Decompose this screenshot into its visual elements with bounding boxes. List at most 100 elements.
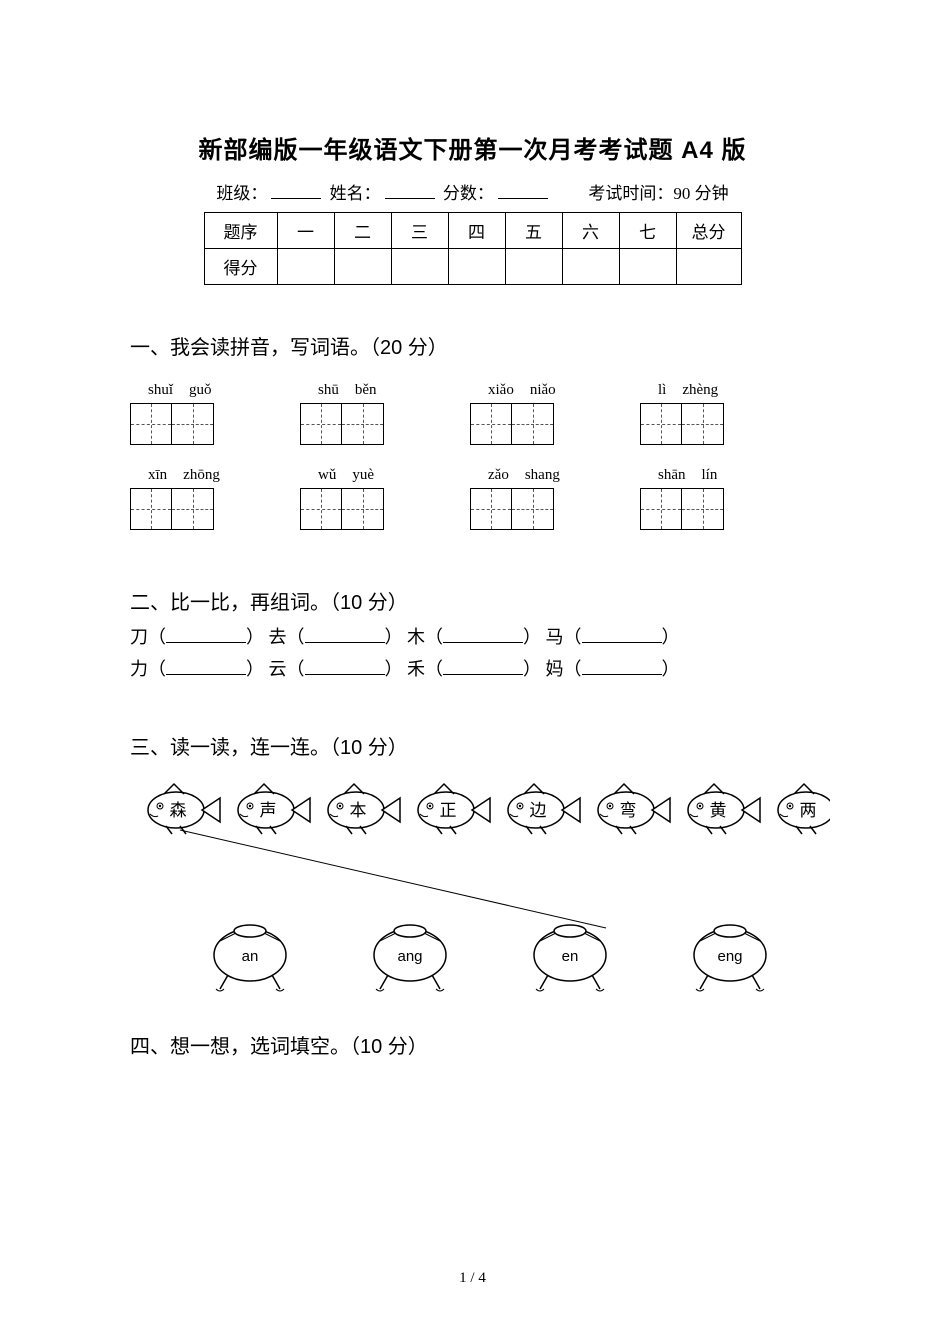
td[interactable] [334,249,391,285]
th: 二 [334,213,391,249]
score-table: 题序 一 二 三 四 五 六 七 总分 得分 [204,212,742,285]
exam-page: 新部编版一年级语文下册第一次月考考试题 A4 版 班级： 姓名： 分数： 考试时… [0,0,945,1337]
match-line [180,830,606,928]
label-time: 考试时间：90 分钟 [588,184,728,203]
tianzige-box[interactable] [342,403,384,445]
tianzige-box[interactable] [172,488,214,530]
section4-title: 四、想一想，选词填空。（10 分） [130,1030,815,1059]
char-prompt: 力（ [130,659,166,679]
pinyin-syllable: zǎo [488,467,509,484]
th: 一 [277,213,334,249]
char-prompt: 木（ [407,627,443,647]
pinyin-syllable: xīn [148,467,167,484]
word-blank[interactable] [582,626,662,643]
pinyin-syllable: zhōng [183,467,220,484]
meta-line: 班级： 姓名： 分数： 考试时间：90 分钟 [130,179,815,204]
tianzige-box[interactable] [342,488,384,530]
section1-title: 一、我会读拼音，写词语。（20 分） [130,331,815,360]
table-row: 得分 [204,249,741,285]
word-blank[interactable] [582,658,662,675]
fish-icon: 正 [418,784,490,834]
char-prompt: 禾（ [407,659,443,679]
th-label: 题序 [204,213,277,249]
fish-icon: 森 [148,784,220,834]
fish-icon: 本 [328,784,400,834]
svg-text:弯: 弯 [620,801,637,820]
tianzige-box[interactable] [470,488,512,530]
tianzige-box[interactable] [640,403,682,445]
section3-title: 三、读一读，连一连。（10 分） [130,731,815,760]
th: 六 [562,213,619,249]
label-class: 班级： [216,184,267,203]
th: 五 [505,213,562,249]
tianzige-box[interactable] [300,403,342,445]
section3-body: 森 声 本 正 边 弯 黄 两 an ang en eng [130,780,815,1000]
pot-icon: an [214,925,286,991]
pinyin-syllable: lì [658,382,666,399]
tianzige-box[interactable] [640,488,682,530]
tianzige-box[interactable] [682,488,724,530]
pinyin-syllable: shū [318,382,339,399]
tianzige-box[interactable] [130,488,172,530]
section3-svg: 森 声 本 正 边 弯 黄 两 an ang en eng [130,780,830,1000]
char-prompt: 马（ [546,627,582,647]
char-prompt: 妈（ [546,659,582,679]
char-prompt: 云（ [269,659,305,679]
tianzige-box[interactable] [682,403,724,445]
td[interactable] [448,249,505,285]
td[interactable] [505,249,562,285]
tianzige-box[interactable] [512,488,554,530]
svg-text:黄: 黄 [710,801,727,820]
word-blank[interactable] [166,626,246,643]
section1-body: shuǐguǒshūběnxiǎoniǎolìzhèngxīnzhōngwǔyu… [130,382,815,530]
th: 总分 [676,213,741,249]
table-row: 题序 一 二 三 四 五 六 七 总分 [204,213,741,249]
fish-icon: 声 [238,784,310,834]
page-number: 1 / 4 [0,1270,945,1287]
td[interactable] [277,249,334,285]
tianzige-box[interactable] [470,403,512,445]
pinyin-syllable: shang [525,467,560,484]
pinyin-syllable: yuè [352,467,374,484]
pinyin-syllable: shān [658,467,686,484]
th: 四 [448,213,505,249]
tianzige-box[interactable] [512,403,554,445]
word-blank[interactable] [166,658,246,675]
th: 三 [391,213,448,249]
pinyin-syllable: xiǎo [488,382,514,399]
tianzige-box[interactable] [172,403,214,445]
blank-name[interactable] [385,181,435,199]
fish-icon: 弯 [598,784,670,834]
section2-body: 刀（） 去（） 木（） 马（）力（） 云（） 禾（） 妈（） [130,623,815,681]
pinyin-syllable: guǒ [189,382,212,399]
pinyin-syllable: běn [355,382,377,399]
svg-text:两: 两 [800,801,817,820]
pinyin-syllable: wǔ [318,467,336,484]
svg-text:en: en [562,948,579,965]
word-blank[interactable] [305,626,385,643]
td[interactable] [676,249,741,285]
svg-text:an: an [242,948,259,965]
td[interactable] [391,249,448,285]
pot-icon: eng [694,925,766,991]
pinyin-syllable: lín [702,467,718,484]
fish-icon: 两 [778,784,830,834]
svg-text:边: 边 [530,801,547,820]
td[interactable] [619,249,676,285]
svg-text:声: 声 [260,801,277,820]
blank-class[interactable] [271,181,321,199]
char-prompt: 刀（ [130,627,166,647]
tianzige-box[interactable] [300,488,342,530]
tianzige-box[interactable] [130,403,172,445]
td-label: 得分 [204,249,277,285]
word-blank[interactable] [443,626,523,643]
blank-score[interactable] [498,181,548,199]
word-blank[interactable] [443,658,523,675]
pot-icon: en [534,925,606,991]
td[interactable] [562,249,619,285]
page-title: 新部编版一年级语文下册第一次月考考试题 A4 版 [130,130,815,165]
svg-text:本: 本 [350,801,367,820]
label-name: 姓名： [330,184,381,203]
svg-text:ang: ang [397,948,422,965]
word-blank[interactable] [305,658,385,675]
